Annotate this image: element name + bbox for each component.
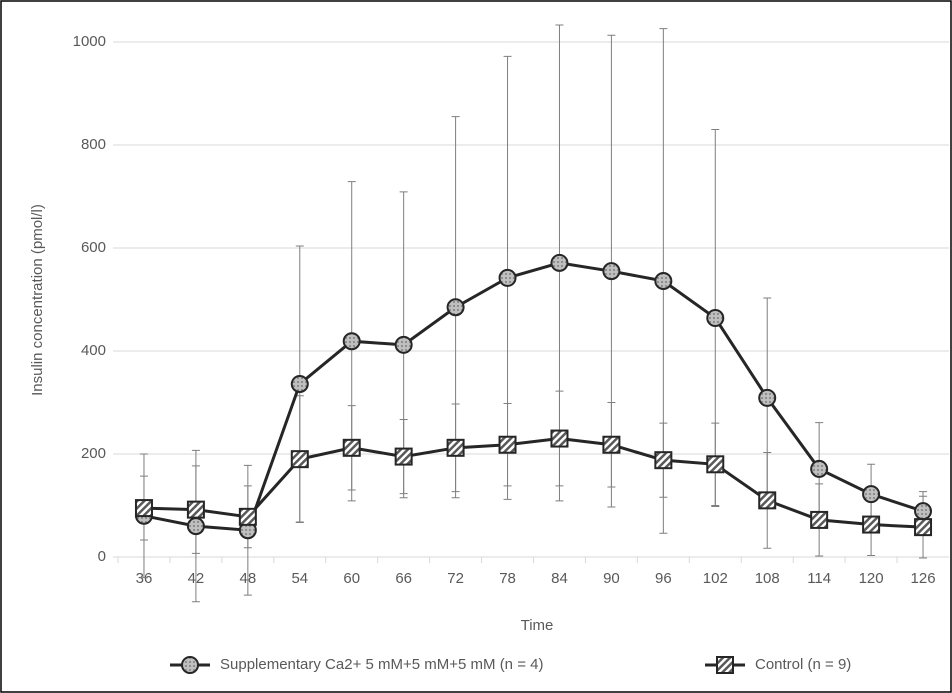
data-point [134,499,153,518]
legend-marker [181,656,199,674]
data-point [290,374,309,393]
data-point [758,491,777,510]
data-point [914,502,933,521]
data-point [550,429,569,448]
x-tick-label: 96 [655,570,672,587]
x-tick-label: 54 [291,570,308,587]
x-tick-label: 84 [551,570,568,587]
data-point [914,518,933,537]
data-point [394,447,413,466]
data-point [810,510,829,529]
x-tick-label: 90 [603,570,620,587]
legend-marker [716,656,734,674]
data-point [342,332,361,351]
data-point [810,459,829,478]
y-tick-label: 0 [98,548,106,565]
data-point [498,435,517,454]
legend-label: Control (n = 9) [755,656,851,673]
x-tick-label: 120 [859,570,884,587]
data-point [758,388,777,407]
data-point [654,451,673,470]
x-tick-label: 126 [911,570,936,587]
series-line [143,437,924,529]
x-axis-label: Time [521,617,554,634]
data-point [186,517,205,536]
data-point [342,438,361,457]
data-point [446,438,465,457]
data-point [602,435,621,454]
y-tick-label: 600 [81,239,106,256]
data-point [550,253,569,272]
y-tick-label: 400 [81,342,106,359]
x-tick-label: 60 [343,570,360,587]
y-tick-label: 800 [81,136,106,153]
data-point [862,515,881,534]
series-line [143,261,924,532]
data-point [498,268,517,287]
x-tick-label: 108 [755,570,780,587]
x-tick-label: 66 [395,570,412,587]
legend-label: Supplementary Ca2+ 5 mM+5 mM+5 mM (n = 4… [220,656,543,673]
y-tick-label: 200 [81,445,106,462]
x-tick-label: 36 [136,570,153,587]
data-point [238,507,257,526]
x-tick-label: 78 [499,570,516,587]
x-tick-label: 114 [807,570,831,587]
data-point [654,271,673,290]
data-point [862,485,881,504]
data-point [290,450,309,469]
data-point [186,500,205,519]
data-point [706,455,725,474]
x-tick-label: 72 [447,570,464,587]
data-point [446,298,465,317]
data-point [394,335,413,354]
y-axis-label: Insulin concentration (pmol/l) [29,204,46,396]
data-point [706,309,725,328]
data-point [602,262,621,281]
y-tick-label: 1000 [73,33,106,50]
x-tick-label: 102 [703,570,728,587]
